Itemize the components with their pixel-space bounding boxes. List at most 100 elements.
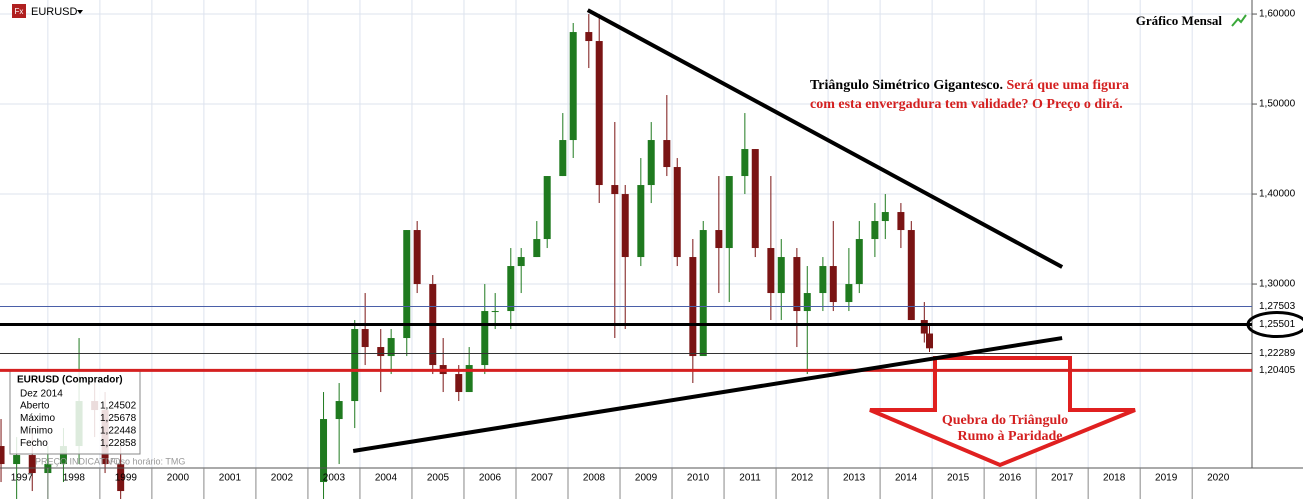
- level-label-bg: [1254, 317, 1303, 332]
- arrow-text: Quebra do Triângulo: [942, 413, 1068, 428]
- level-label-bg: [1254, 299, 1303, 314]
- info-value: 1,25678: [100, 413, 137, 424]
- x-tick-label: 2015: [947, 473, 970, 484]
- x-tick-label: 2020: [1207, 473, 1230, 484]
- watermark: PREÇO INDICATIVO: [35, 456, 120, 466]
- candle-body: [767, 248, 775, 294]
- info-value: 1,22858: [100, 438, 137, 449]
- annotation-red: Será que uma figura: [1007, 78, 1130, 93]
- candle-body: [647, 140, 655, 186]
- candle-body: [907, 230, 915, 321]
- x-tick-label: 2016: [999, 473, 1022, 484]
- info-label: Máximo: [20, 413, 55, 424]
- fx-icon: [12, 4, 26, 18]
- candle-body: [829, 266, 837, 303]
- level-label-bg: [1254, 346, 1303, 361]
- candle-body: [491, 311, 499, 313]
- y-tick-label: 1,30000: [1259, 279, 1296, 290]
- candle-body: [611, 185, 619, 195]
- annotation-black: Triângulo Simétrico Gigantesco.: [810, 78, 1003, 93]
- x-tick-label: 2001: [219, 473, 242, 484]
- dropdown-icon[interactable]: [77, 10, 83, 14]
- info-box: EURUSD (Comprador) Dez 2014 Aberto 1,2450…: [9, 369, 141, 455]
- annotation-red: com esta envergadura tem validade? O Pre…: [810, 97, 1123, 112]
- candle-body: [320, 419, 328, 483]
- candle-body: [741, 149, 749, 177]
- chart-icon: [1231, 14, 1247, 27]
- candle-body: [803, 293, 811, 312]
- x-tick-label: 1998: [63, 473, 86, 484]
- candle-body: [351, 329, 359, 402]
- candle-body: [59, 446, 67, 465]
- info-label: Aberto: [20, 401, 50, 412]
- candle-body: [725, 176, 733, 249]
- y-tick-label: 1,60000: [1259, 9, 1296, 20]
- candle-body: [871, 221, 879, 240]
- candle-body: [845, 284, 853, 303]
- candle-body: [751, 149, 759, 249]
- level-circle: [1246, 311, 1303, 339]
- info-value: 1,24502: [100, 401, 137, 412]
- x-tick-label: 2008: [583, 473, 606, 484]
- candle-body: [559, 140, 567, 177]
- candle-body: [855, 239, 863, 285]
- candle-body: [387, 338, 395, 357]
- candle-body: [715, 230, 723, 249]
- candle-body: [455, 374, 463, 393]
- info-period: Dez 2014: [20, 389, 63, 400]
- level-label: 1,27503: [1259, 301, 1296, 312]
- symbol[interactable]: EURUSD: [31, 6, 78, 18]
- candle-body: [117, 464, 125, 492]
- x-tick-label: 2012: [791, 473, 814, 484]
- candle-body: [517, 257, 525, 267]
- x-tick-label: 2019: [1155, 473, 1178, 484]
- candle-body: [897, 212, 905, 231]
- candle-body: [507, 266, 515, 312]
- candle-body: [13, 455, 21, 465]
- trendline: [352, 336, 1063, 453]
- y-tick-label: 1,40000: [1259, 189, 1296, 200]
- candle-body: [569, 32, 577, 141]
- candle-body: [920, 320, 928, 334]
- x-tick-label: 2017: [1051, 473, 1074, 484]
- arrow-text: Rumo à Paridade: [958, 429, 1063, 444]
- candle-body: [673, 167, 681, 258]
- x-tick-label: 2000: [167, 473, 190, 484]
- info-label: Fecho: [20, 438, 48, 449]
- level-label: 1,20405: [1259, 365, 1296, 376]
- x-tick-label: 2011: [739, 473, 761, 484]
- annotation: Triângulo Simétrico Gigantesco. Será que…: [810, 78, 1129, 93]
- fx-icon-text: Fx: [15, 7, 24, 16]
- candle-body: [403, 230, 411, 339]
- candle-body: [926, 333, 934, 349]
- x-tick-label: 2003: [323, 473, 346, 484]
- info-box-frame: [9, 369, 141, 455]
- candle-body: [413, 230, 421, 285]
- arrow: [869, 356, 1136, 468]
- candle-body: [0, 446, 5, 465]
- x-tick-label: 2010: [687, 473, 710, 484]
- candle-body: [28, 455, 36, 474]
- x-tick-label: 2014: [895, 473, 918, 484]
- candle-body: [585, 32, 593, 42]
- level-label: 1,25501: [1259, 319, 1296, 330]
- level-label: 1,22289: [1259, 348, 1296, 359]
- candle-body: [621, 194, 629, 258]
- candle-body: [533, 239, 541, 258]
- info-title: EURUSD (Comprador): [17, 375, 123, 386]
- y-tick-label: 1,50000: [1259, 99, 1296, 110]
- candle-body: [595, 41, 603, 186]
- candle-body: [663, 140, 671, 168]
- x-tick-label: 1997: [11, 473, 34, 484]
- level-label-bg: [1254, 363, 1303, 378]
- candle-body: [481, 311, 489, 366]
- candle-body: [543, 176, 551, 240]
- x-tick-label: 2002: [271, 473, 294, 484]
- candles: [0, 14, 934, 499]
- trendline: [586, 8, 1064, 269]
- x-tick-label: 2006: [479, 473, 502, 484]
- x-tick-label: 2007: [531, 473, 554, 484]
- candle-body: [361, 329, 369, 348]
